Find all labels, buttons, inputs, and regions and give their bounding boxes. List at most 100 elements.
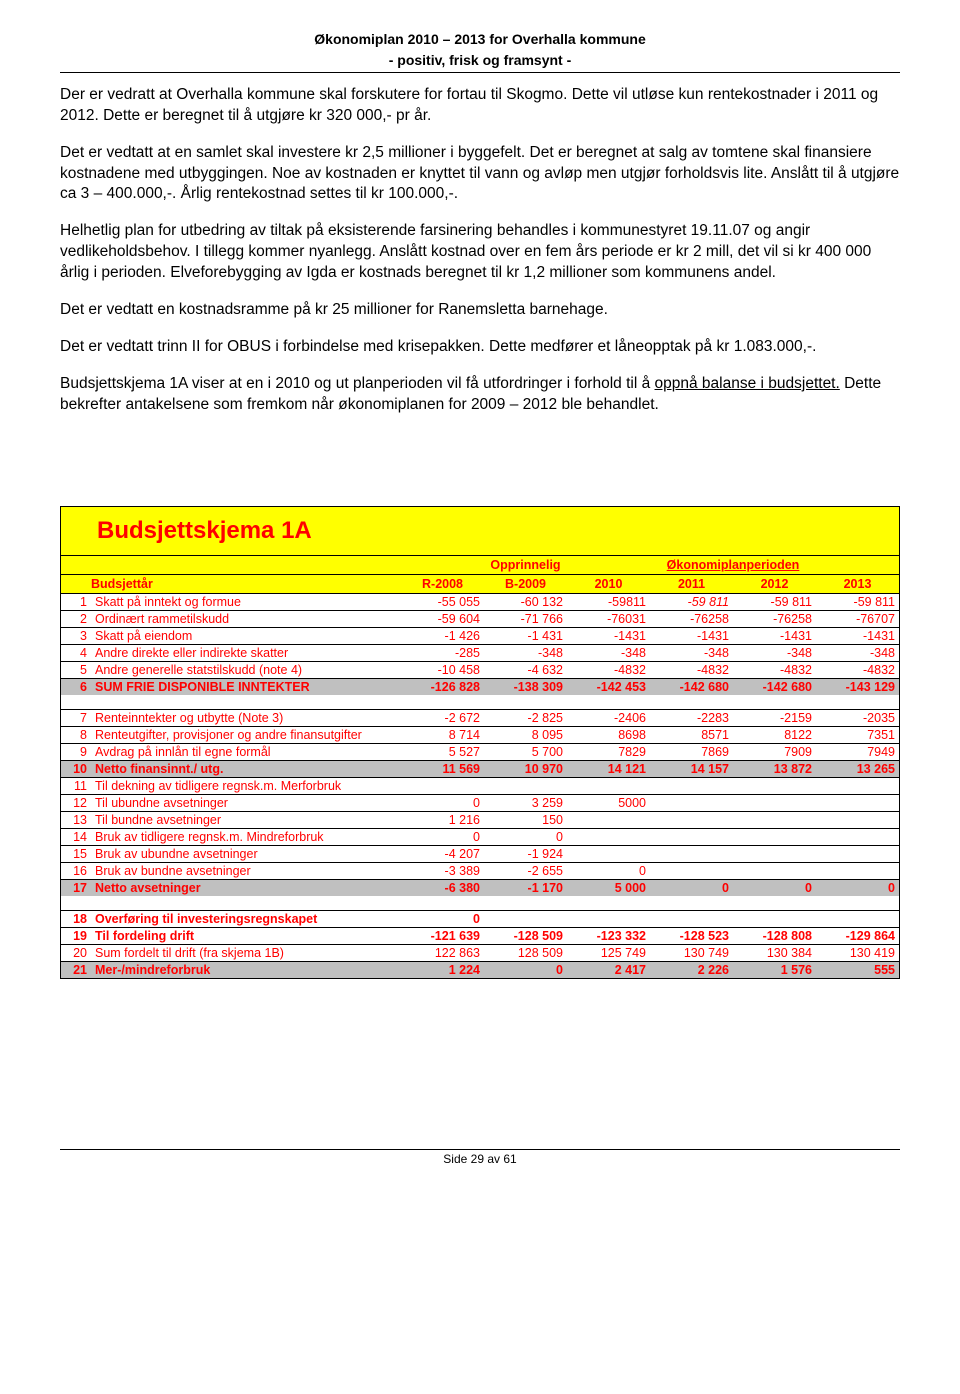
para-1: Der er vedratt at Overhalla kommune skal… (60, 85, 900, 127)
row-value: 7949 (816, 743, 899, 760)
body-text: Der er vedratt at Overhalla kommune skal… (60, 85, 900, 416)
row-value (733, 828, 816, 845)
row-num: 17 (61, 879, 91, 896)
row-value: 0 (650, 879, 733, 896)
row-label: Ordinært rammetilskudd (91, 610, 401, 627)
table-row: 15Bruk av ubundne avsetninger-4 207-1 92… (61, 845, 899, 862)
row-value: -76707 (816, 610, 899, 627)
para-5: Det er vedtatt trinn II for OBUS i forbi… (60, 337, 900, 358)
row-value: 0 (401, 910, 484, 927)
table-title: Budsjettskjema 1A (67, 511, 893, 551)
row-value: -55 055 (401, 593, 484, 610)
row-value (816, 777, 899, 794)
para-3: Helhetlig plan for utbedring av tiltak p… (60, 221, 900, 284)
row-value: -1431 (816, 627, 899, 644)
row-value: 10 970 (484, 760, 567, 777)
row-value: -2406 (567, 709, 650, 726)
row-num: 18 (61, 910, 91, 927)
row-value: 13 872 (733, 760, 816, 777)
doc-header-line1: Økonomiplan 2010 – 2013 for Overhalla ko… (60, 30, 900, 49)
row-value: 128 509 (484, 944, 567, 961)
table-row: 11Til dekning av tidligere regnsk.m. Mer… (61, 777, 899, 794)
row-value (650, 845, 733, 862)
row-num: 21 (61, 961, 91, 978)
row-value: -128 523 (650, 927, 733, 944)
row-value: -1 924 (484, 845, 567, 862)
row-value: 0 (401, 828, 484, 845)
row-value: 2 226 (650, 961, 733, 978)
row-label: Netto finansinnt./ utg. (91, 760, 401, 777)
row-value: -76258 (733, 610, 816, 627)
row-value: 7909 (733, 743, 816, 760)
row-value: -2 825 (484, 709, 567, 726)
row-value: 7869 (650, 743, 733, 760)
table-row: 16Bruk av bundne avsetninger-3 389-2 655… (61, 862, 899, 879)
table-row: 14Bruk av tidligere regnsk.m. Mindreforb… (61, 828, 899, 845)
budget-table: Budsjettskjema 1A Opprinnelig Økonomipla… (61, 507, 899, 978)
para-2: Det er vedtatt at en samlet skal investe… (60, 143, 900, 206)
row-value: 13 265 (816, 760, 899, 777)
row-value (650, 828, 733, 845)
hdr-budsjettar: Budsjettår (61, 574, 401, 593)
hdr-r2008: R-2008 (401, 574, 484, 593)
row-value: 2 417 (567, 961, 650, 978)
row-label: Til dekning av tidligere regnsk.m. Merfo… (91, 777, 401, 794)
row-value: -123 332 (567, 927, 650, 944)
row-num: 3 (61, 627, 91, 644)
hdr-2013: 2013 (816, 574, 899, 593)
row-value (567, 811, 650, 828)
doc-header-line2: - positiv, frisk og framsynt - (60, 51, 900, 70)
row-num: 1 (61, 593, 91, 610)
row-value: -2 672 (401, 709, 484, 726)
hdr-2012: 2012 (733, 574, 816, 593)
row-label: Skatt på inntekt og formue (91, 593, 401, 610)
row-value: -138 309 (484, 678, 567, 695)
row-label: Bruk av tidligere regnsk.m. Mindreforbru… (91, 828, 401, 845)
row-value: -126 828 (401, 678, 484, 695)
budget-table-wrap: Budsjettskjema 1A Opprinnelig Økonomipla… (60, 506, 900, 979)
table-row: 8Renteutgifter, provisjoner og andre fin… (61, 726, 899, 743)
row-value: -59 811 (650, 593, 733, 610)
row-value: -71 766 (484, 610, 567, 627)
row-value: 7351 (816, 726, 899, 743)
row-num: 7 (61, 709, 91, 726)
row-value (733, 862, 816, 879)
row-value: -59 811 (733, 593, 816, 610)
hdr-b2009: B-2009 (484, 574, 567, 593)
row-value: 5 700 (484, 743, 567, 760)
row-value: -129 864 (816, 927, 899, 944)
table-header-row-2: Budsjettår R-2008 B-2009 2010 2011 2012 … (61, 574, 899, 593)
para-6b: oppnå balanse i budsjettet. (655, 375, 840, 392)
row-value: 1 216 (401, 811, 484, 828)
table-row: 19Til fordeling drift-121 639-128 509-12… (61, 927, 899, 944)
row-value: -1 426 (401, 627, 484, 644)
row-label: Bruk av bundne avsetninger (91, 862, 401, 879)
row-value (484, 910, 567, 927)
row-value (816, 811, 899, 828)
row-num: 19 (61, 927, 91, 944)
row-value: -1431 (733, 627, 816, 644)
row-value: -2035 (816, 709, 899, 726)
row-value (401, 777, 484, 794)
table-row: 17Netto avsetninger-6 380-1 1705 000000 (61, 879, 899, 896)
row-value: 130 384 (733, 944, 816, 961)
row-value: 0 (401, 794, 484, 811)
row-label: Sum fordelt til drift (fra skjema 1B) (91, 944, 401, 961)
row-value: -128 509 (484, 927, 567, 944)
row-value: 5000 (567, 794, 650, 811)
row-value: 0 (733, 879, 816, 896)
header-rule (60, 72, 900, 73)
row-value: 8 714 (401, 726, 484, 743)
row-value: -59 811 (816, 593, 899, 610)
para-4: Det er vedtatt en kostnadsramme på kr 25… (60, 300, 900, 321)
row-value (733, 845, 816, 862)
row-num: 16 (61, 862, 91, 879)
row-value: -10 458 (401, 661, 484, 678)
row-label: Andre generelle statstilskudd (note 4) (91, 661, 401, 678)
row-value: 14 157 (650, 760, 733, 777)
hdr-opprinnelig: Opprinnelig (484, 555, 567, 574)
row-value: -142 453 (567, 678, 650, 695)
row-value: -143 129 (816, 678, 899, 695)
row-value: -4 207 (401, 845, 484, 862)
table-row: 4Andre direkte eller indirekte skatter-2… (61, 644, 899, 661)
